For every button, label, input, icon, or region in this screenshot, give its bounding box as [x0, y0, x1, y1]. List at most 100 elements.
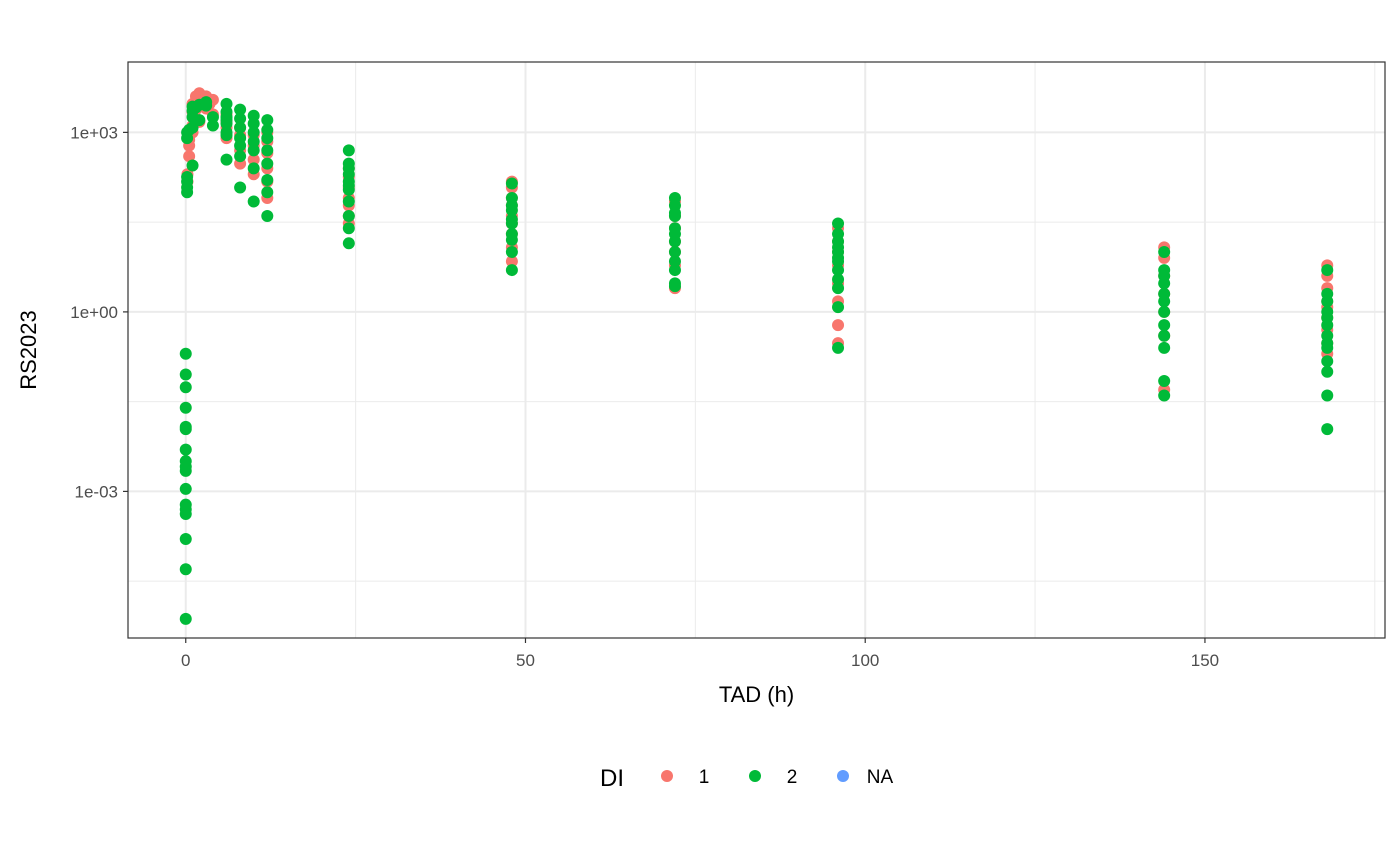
y-axis-title: RS2023 — [16, 310, 41, 390]
data-point — [200, 99, 213, 112]
legend-entry: 2 — [749, 767, 797, 788]
data-point — [1158, 246, 1171, 259]
data-point — [234, 150, 247, 163]
data-point — [247, 126, 260, 139]
data-point — [505, 255, 518, 268]
data-point — [668, 264, 681, 277]
data-point — [234, 181, 247, 194]
data-point — [832, 341, 845, 354]
data-point — [261, 157, 274, 170]
data-point — [247, 153, 260, 166]
grid-layer — [128, 62, 1385, 638]
y-tick-label: 1e+03 — [70, 123, 118, 142]
x-tick-label: 150 — [1191, 651, 1219, 670]
data-point — [186, 159, 199, 172]
data-point — [668, 255, 681, 268]
data-point — [261, 210, 274, 223]
data-point — [261, 114, 274, 127]
data-point — [505, 177, 518, 190]
data-point — [181, 170, 194, 183]
data-point — [247, 195, 260, 208]
data-point — [179, 347, 192, 360]
data-point — [505, 217, 518, 230]
data-point — [832, 217, 845, 230]
data-point — [505, 264, 518, 277]
x-tick-label: 50 — [516, 651, 535, 670]
data-point — [220, 105, 233, 118]
y-tick-label: 1e+00 — [70, 303, 118, 322]
legend-title: DI — [600, 765, 624, 792]
data-point — [179, 381, 192, 394]
x-tick-label: 100 — [851, 651, 879, 670]
data-point — [1158, 389, 1171, 402]
data-point — [179, 464, 192, 477]
legend-entry: NA — [837, 767, 894, 788]
data-point — [261, 144, 274, 157]
data-point — [342, 237, 355, 250]
data-point — [1158, 375, 1171, 388]
data-point — [247, 135, 260, 148]
data-point — [1158, 341, 1171, 354]
data-point — [668, 280, 681, 293]
data-point — [832, 264, 845, 277]
data-point — [247, 117, 260, 130]
data-point — [1321, 423, 1334, 436]
legend-key — [749, 770, 761, 782]
data-point — [1321, 389, 1334, 402]
x-axis: 0 50 100 150 — [181, 638, 1219, 670]
data-point — [261, 174, 274, 187]
data-point — [179, 563, 192, 576]
data-point — [234, 103, 247, 116]
data-point — [179, 507, 192, 520]
y-axis: 1e-03 1e+00 1e+03 — [70, 123, 128, 501]
data-point — [1158, 295, 1171, 308]
data-point — [247, 162, 260, 175]
data-point — [1158, 319, 1171, 332]
data-point — [220, 153, 233, 166]
legend: DI 1 2 NA — [600, 765, 894, 792]
data-point — [1321, 264, 1334, 277]
data-point — [206, 111, 219, 124]
legend-label: NA — [867, 767, 894, 788]
data-point — [1321, 365, 1334, 378]
data-point — [1321, 295, 1334, 308]
data-point — [206, 119, 219, 132]
data-point — [220, 117, 233, 130]
data-point — [1321, 355, 1334, 368]
legend-entry: 1 — [661, 767, 709, 788]
panel-border — [127, 61, 1386, 639]
data-point — [234, 112, 247, 125]
data-point — [1158, 305, 1171, 318]
data-point — [342, 144, 355, 157]
data-point — [342, 222, 355, 235]
y-tick-label: 1e-03 — [75, 482, 118, 501]
data-point — [193, 114, 206, 127]
legend-label: 1 — [699, 767, 710, 788]
data-point — [234, 139, 247, 152]
data-point — [179, 443, 192, 456]
data-point — [832, 273, 845, 286]
data-point — [832, 282, 845, 295]
legend-key — [837, 770, 849, 782]
data-point — [668, 235, 681, 248]
legend-key — [661, 770, 673, 782]
data-point — [179, 368, 192, 381]
data-point — [832, 255, 845, 268]
data-point — [261, 123, 274, 136]
panel-background — [128, 62, 1385, 638]
data-point — [1158, 277, 1171, 290]
data-point — [505, 246, 518, 259]
data-point — [179, 533, 192, 546]
series-2 — [179, 96, 1334, 625]
data-point — [342, 195, 355, 208]
data-point — [505, 233, 518, 246]
data-point — [832, 301, 845, 314]
data-point — [183, 150, 196, 163]
x-axis-title: TAD (h) — [719, 682, 794, 707]
data-point — [342, 183, 355, 196]
points-layer — [179, 87, 1334, 625]
data-point — [1158, 329, 1171, 342]
x-tick-label: 0 — [181, 651, 190, 670]
